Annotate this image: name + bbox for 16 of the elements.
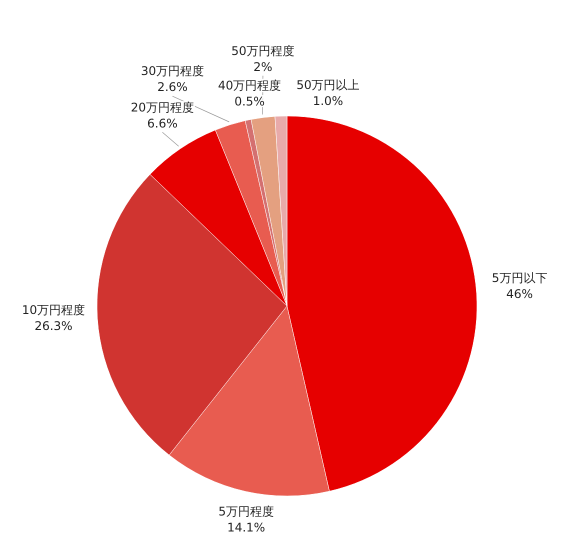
data-label: 46% — [506, 287, 533, 302]
data-label: 6.6% — [147, 116, 178, 130]
slice-label: 30万円程度 — [140, 64, 204, 78]
slice-label: 5万円程度 — [218, 504, 274, 519]
data-label: 0.5% — [234, 94, 265, 109]
data-label: 26.3% — [34, 319, 73, 334]
slice-label: 40万円程度 — [218, 78, 282, 93]
slice-label: 5万円以下 — [492, 271, 548, 286]
slice-label: 50万円程度 — [231, 44, 295, 58]
slice-label: 10万円程度 — [22, 303, 86, 318]
slice-label: 20万円程度 — [130, 100, 194, 114]
data-label: 1.0% — [312, 94, 344, 108]
data-label: 14.1% — [227, 520, 266, 535]
data-label: 2% — [253, 60, 272, 74]
slice-label: 50万円以上 — [296, 78, 360, 92]
data-label: 2.6% — [157, 80, 188, 94]
